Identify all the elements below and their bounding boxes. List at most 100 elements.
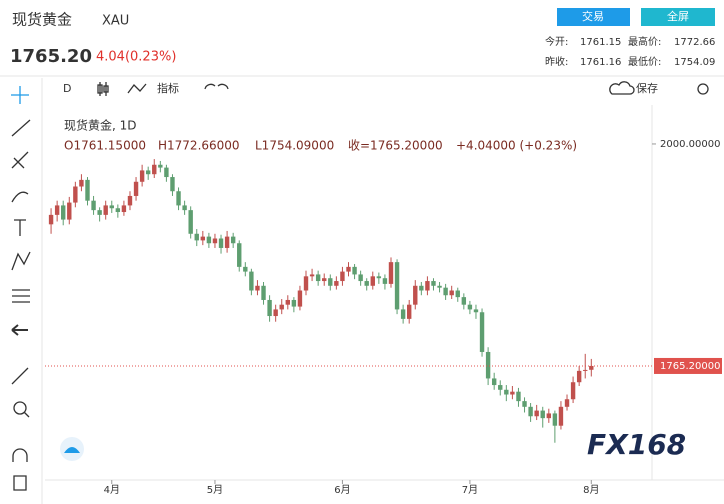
candle-body <box>528 406 533 417</box>
candle-body <box>188 210 193 234</box>
undo-redo[interactable] <box>204 83 229 90</box>
candle-body <box>255 285 260 291</box>
candle-body <box>127 195 133 206</box>
save[interactable]: 保存 <box>636 81 658 95</box>
candle-body <box>133 181 139 196</box>
candle-body <box>522 401 527 407</box>
candle-body <box>516 391 521 402</box>
candle-body <box>419 285 424 291</box>
candle-body <box>455 290 460 298</box>
candle-body <box>212 238 218 244</box>
legend-low: L1754.09000 <box>255 139 334 153</box>
candle-body <box>145 170 151 175</box>
stat-label: 最高价: <box>628 35 661 48</box>
interval[interactable]: D <box>63 82 71 95</box>
candle-body <box>552 413 558 426</box>
candle-body <box>285 299 290 305</box>
legend-high: H1772.66000 <box>158 139 240 153</box>
save-icon[interactable] <box>609 81 635 95</box>
candle-body <box>158 164 163 168</box>
candle-body <box>297 290 303 307</box>
indicator-icon[interactable] <box>127 83 147 94</box>
candle-body <box>382 278 388 284</box>
candle-body <box>473 309 479 313</box>
candle-body <box>540 410 545 419</box>
drawing-tools[interactable] <box>11 86 31 491</box>
trade-button[interactable] <box>557 8 630 26</box>
candle-body <box>67 202 72 220</box>
candle-body <box>510 391 515 395</box>
settings-icon[interactable] <box>697 83 709 95</box>
candle-body <box>73 186 78 203</box>
candle-body <box>546 413 552 419</box>
x-tick-label: 4月 <box>104 484 120 496</box>
x-tick-label: 8月 <box>583 484 599 496</box>
candle-body <box>194 233 199 241</box>
logo <box>64 447 80 453</box>
last-price-box <box>654 357 722 374</box>
candle-body <box>237 243 242 267</box>
candle-body <box>218 238 224 248</box>
candle-body <box>115 208 121 213</box>
x-tick-label: 5月 <box>207 484 223 496</box>
legend-name: 现货黄金, 1D <box>64 118 137 133</box>
stat-label: 昨收: <box>545 55 568 68</box>
candle-body <box>97 210 102 215</box>
candle-body <box>328 278 333 286</box>
fullscreen-label[interactable]: 全屏 <box>667 9 689 23</box>
candle-body <box>370 276 375 286</box>
candle-body <box>170 177 175 192</box>
candle-body <box>315 274 321 282</box>
x-tick-label: 7月 <box>462 484 478 496</box>
candle-body <box>230 236 236 244</box>
candle-body <box>437 285 442 288</box>
candle-body <box>400 309 406 319</box>
fullscreen-button[interactable] <box>641 8 715 26</box>
candle-body <box>485 351 491 379</box>
candle-body <box>407 304 412 319</box>
candle-body <box>413 285 418 305</box>
symbol: XAU <box>102 14 129 29</box>
candle-body <box>322 278 327 282</box>
candle-body <box>334 281 339 286</box>
candle-body <box>467 304 473 310</box>
candle-body <box>79 179 84 187</box>
legend-change: +4.04000 (+0.23%) <box>456 139 577 153</box>
candle-body <box>182 205 187 211</box>
candle-body <box>303 276 309 291</box>
candle-body <box>504 389 509 395</box>
candle-body <box>273 309 278 317</box>
candle-body <box>443 287 448 296</box>
candle-body <box>576 370 582 383</box>
trade-label[interactable]: 交易 <box>582 9 604 23</box>
candle-body <box>121 205 127 213</box>
candle-body <box>449 290 454 296</box>
change: 4.04(0.23%) <box>96 50 176 65</box>
price: 1765.20 <box>10 46 92 67</box>
candle-body <box>364 281 369 286</box>
candle-type-icon[interactable] <box>97 82 109 96</box>
candle-body <box>498 385 503 390</box>
candle-body <box>249 271 254 291</box>
candle-body <box>243 266 248 272</box>
candle-body <box>534 410 539 417</box>
candle-body <box>103 205 108 215</box>
candle-body <box>176 191 181 206</box>
candle-body <box>431 281 436 286</box>
candle-body <box>109 205 114 209</box>
candle-body <box>394 262 400 310</box>
candle-body <box>564 399 570 407</box>
candle-body <box>164 167 169 178</box>
candle-body <box>425 281 430 291</box>
stat-value: 1761.15 <box>580 37 621 48</box>
candle-body <box>358 274 363 282</box>
indicator[interactable]: 指标 <box>157 81 179 95</box>
candle-body <box>54 205 60 215</box>
legend-close: 收=1765.20000 <box>348 139 443 153</box>
candle-body <box>91 200 96 211</box>
candle-body <box>589 365 594 370</box>
candle-body <box>491 378 497 386</box>
candle-body <box>309 274 315 277</box>
candle-body <box>224 236 230 248</box>
